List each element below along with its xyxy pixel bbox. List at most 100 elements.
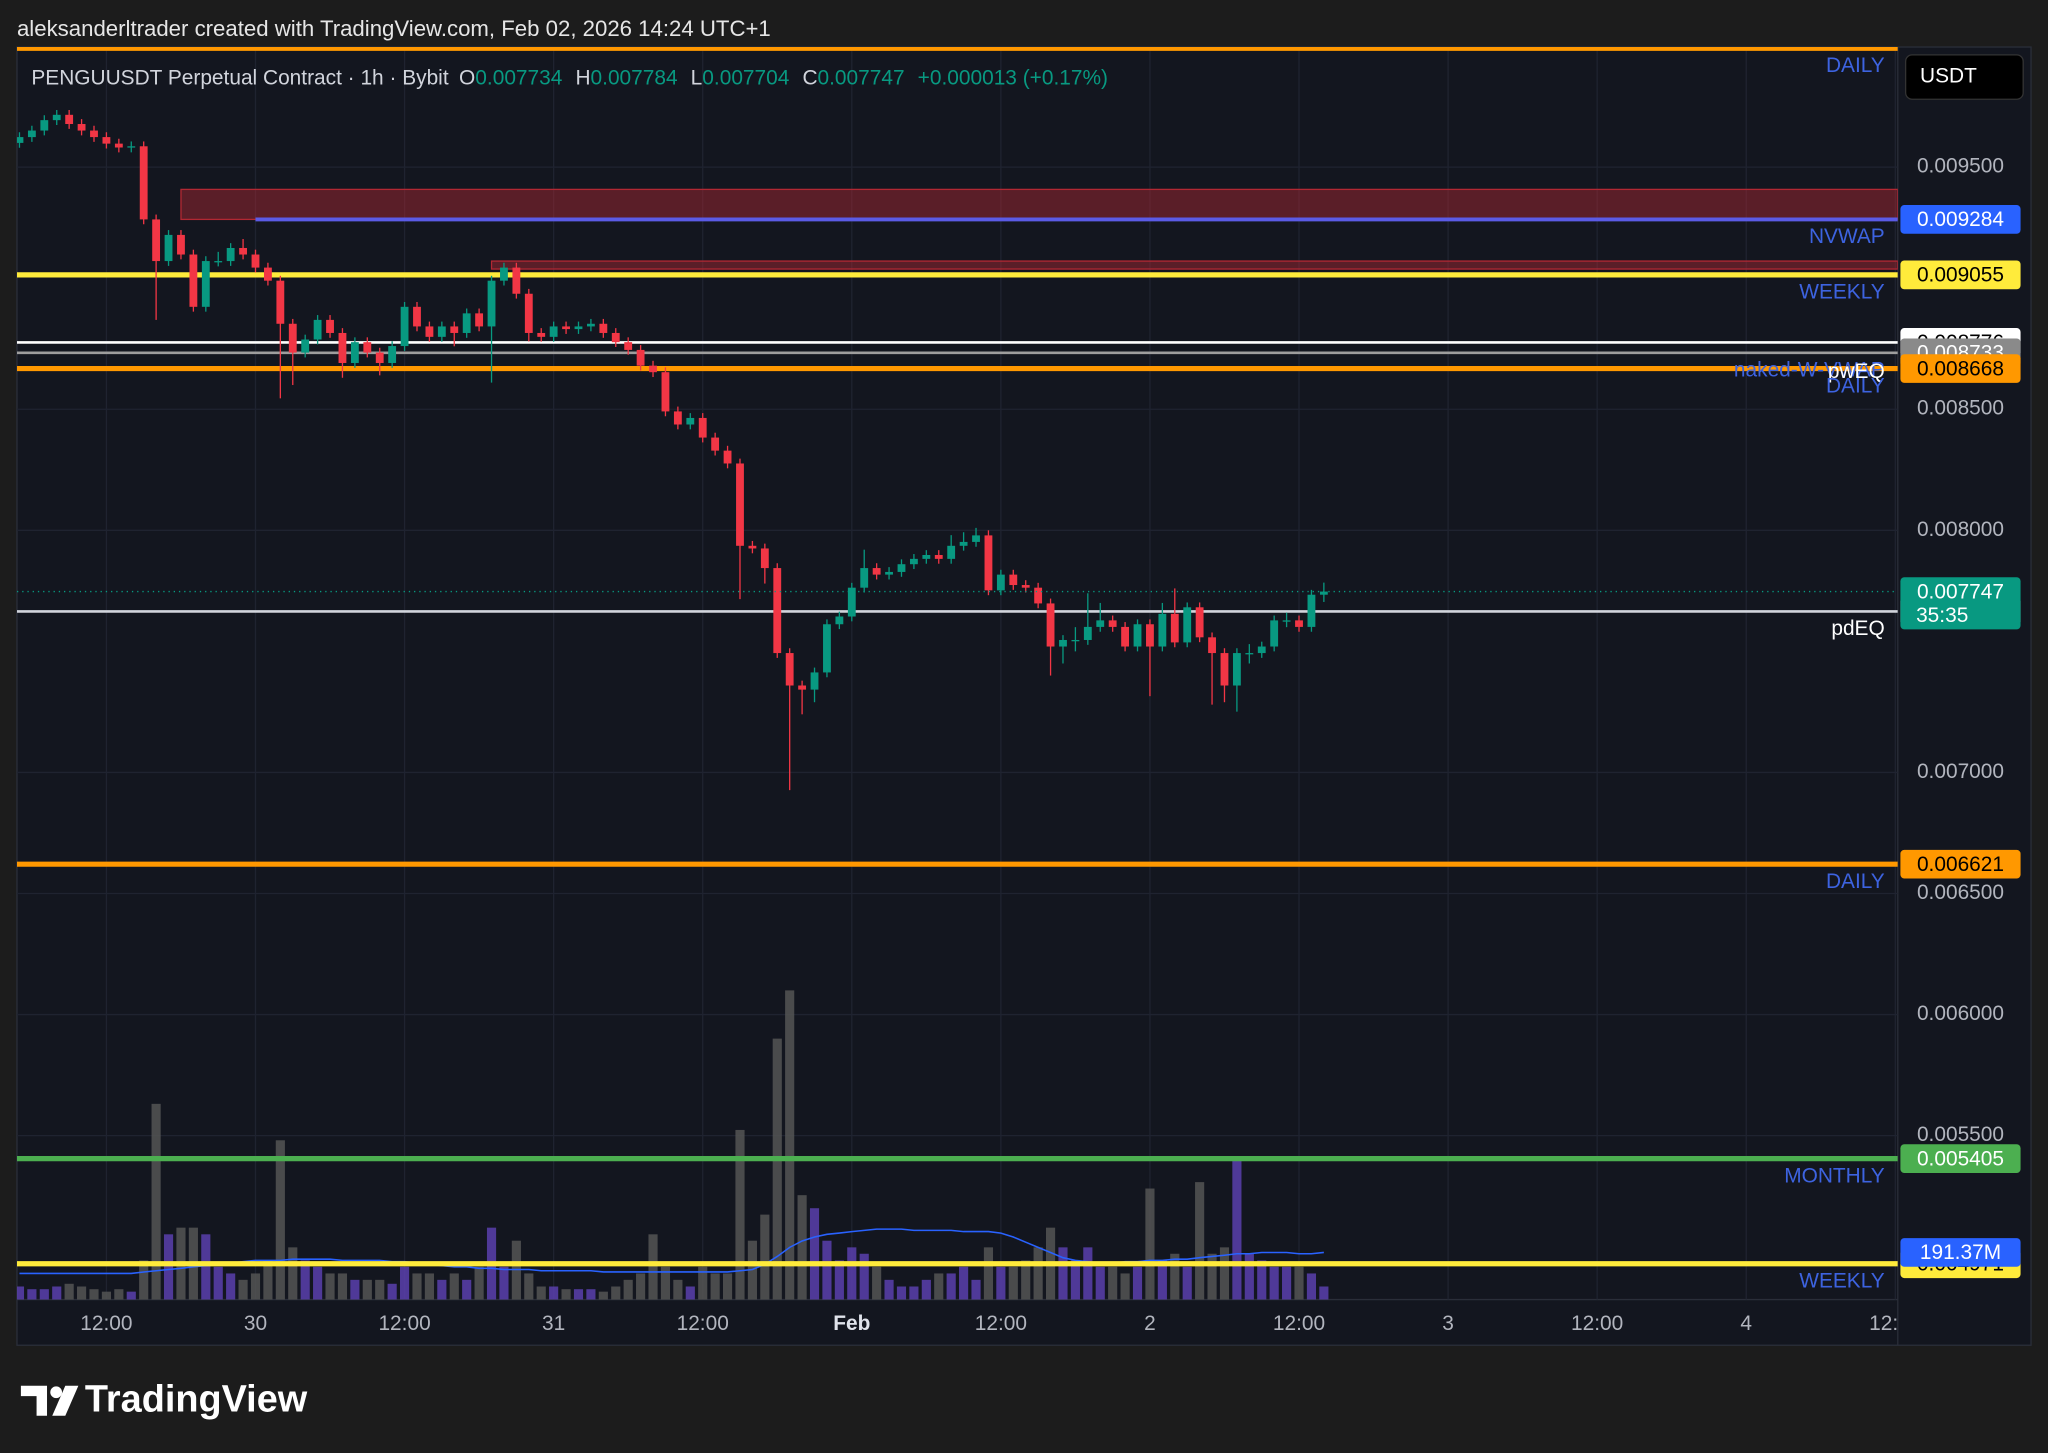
candle-body: [239, 247, 247, 255]
candle-body: [276, 280, 285, 324]
volume-bar: [660, 1266, 671, 1300]
volume-bar: [375, 1279, 385, 1300]
volume-bar: [1108, 1266, 1118, 1300]
volume-bar: [698, 1266, 708, 1300]
volume-bar: [1232, 1156, 1242, 1300]
candle-body: [736, 463, 744, 546]
volume-bar: [1282, 1266, 1292, 1300]
symbol: PENGUUSDT Perpetual Contract · 1h · Bybi…: [31, 66, 448, 89]
logo-mark: [50, 1386, 63, 1399]
volume-bar: [126, 1291, 136, 1300]
volume-bar: [1070, 1260, 1080, 1300]
candle-body: [1307, 594, 1316, 627]
volume-bar: [114, 1289, 124, 1300]
y-tick-label: 0.008500: [1917, 397, 2004, 420]
candle-body: [1232, 653, 1241, 686]
zone: [180, 188, 1898, 221]
candle-body: [1257, 646, 1266, 654]
candle-body: [77, 124, 86, 131]
volume-bar: [1120, 1273, 1130, 1300]
x-tick-label: 2: [1144, 1312, 1156, 1335]
candle-body: [1158, 613, 1167, 647]
candle-body: [139, 146, 148, 220]
close-value: 0.007747: [818, 66, 905, 89]
currency[interactable]: USDT: [1920, 65, 1977, 88]
author-line: aleksanderltrader created with TradingVi…: [17, 16, 771, 41]
candle-body: [574, 326, 583, 330]
volume-bar: [611, 1286, 621, 1300]
candle-body: [835, 616, 844, 625]
price-tag-label: 0.009284: [1917, 208, 2004, 231]
candle-body: [400, 306, 409, 347]
candle-body: [152, 219, 161, 262]
volume-bar: [636, 1273, 646, 1300]
candle-body: [1009, 574, 1018, 586]
volume-bar: [760, 1214, 770, 1300]
volume-bar: [238, 1279, 248, 1300]
volume-bar: [250, 1273, 261, 1300]
candle-body: [909, 558, 918, 565]
volume-bar: [573, 1289, 584, 1300]
candle-body: [388, 346, 397, 363]
candle-body: [947, 545, 956, 559]
volume-bar: [1095, 1266, 1105, 1300]
candle-body: [661, 372, 670, 412]
volume-bar: [412, 1273, 422, 1300]
axes: 0.009500 0.008500 0.008000 0.007000 0.006500…: [1917, 155, 2004, 1147]
volume-bar: [1219, 1247, 1230, 1300]
candle-body: [413, 306, 421, 327]
volume-bar: [561, 1289, 571, 1300]
candle-body: [512, 267, 521, 294]
candle-body: [611, 332, 620, 343]
candle-body: [897, 564, 906, 572]
volume-bar: [163, 1234, 174, 1300]
candle-body: [636, 349, 645, 366]
candle-body: [114, 143, 123, 148]
price-tag: [1900, 260, 2021, 290]
candle-body: [1096, 620, 1105, 627]
volume-bar: [1132, 1266, 1143, 1300]
candle-body: [65, 114, 74, 125]
candle-body: [16, 137, 24, 143]
candle-body: [1183, 607, 1192, 643]
volume-bar: [1207, 1253, 1217, 1300]
candle-body: [313, 319, 322, 340]
y-tick-label: 0.006000: [1917, 1002, 2004, 1025]
volume-bar: [785, 990, 795, 1300]
low-label: L: [691, 66, 703, 89]
candle-body: [127, 146, 136, 148]
volume-bar: [89, 1289, 99, 1300]
candle-body: [785, 653, 794, 686]
volume-bar: [1182, 1266, 1192, 1300]
volume-bar: [226, 1273, 236, 1300]
volume-bar: [1021, 1260, 1031, 1300]
volume-ma-label: 191.37M: [1920, 1241, 2001, 1264]
candle-body: [823, 624, 831, 673]
candle-body: [748, 545, 757, 549]
volume-bar: [1008, 1266, 1018, 1300]
volume-bar: [710, 1273, 720, 1300]
volume-bar: [1145, 1188, 1155, 1300]
volume-bar: [996, 1266, 1006, 1300]
candle-body: [375, 352, 384, 363]
volume-bar: [77, 1286, 87, 1300]
level-label: WEEKLY: [1799, 281, 1885, 304]
candle-body: [860, 568, 869, 588]
candle-body: [425, 326, 434, 337]
x-tick-label: 3: [1442, 1312, 1454, 1335]
volume-bar: [288, 1247, 298, 1300]
open-label: O: [459, 66, 475, 89]
candle-body: [1071, 639, 1080, 642]
y-tick-label: 0.008000: [1917, 518, 2004, 541]
currency-button[interactable]: [1904, 54, 2024, 100]
x-tick-label: Feb: [833, 1312, 870, 1335]
volume-bar: [362, 1279, 372, 1300]
plot: [16, 47, 1898, 1300]
candle-body: [288, 323, 297, 353]
candle-body: [922, 554, 931, 559]
price-tag-label: 0.006621: [1917, 853, 2004, 876]
volume-bar: [499, 1266, 509, 1300]
candle-body: [673, 411, 682, 425]
candle-body: [984, 535, 993, 591]
